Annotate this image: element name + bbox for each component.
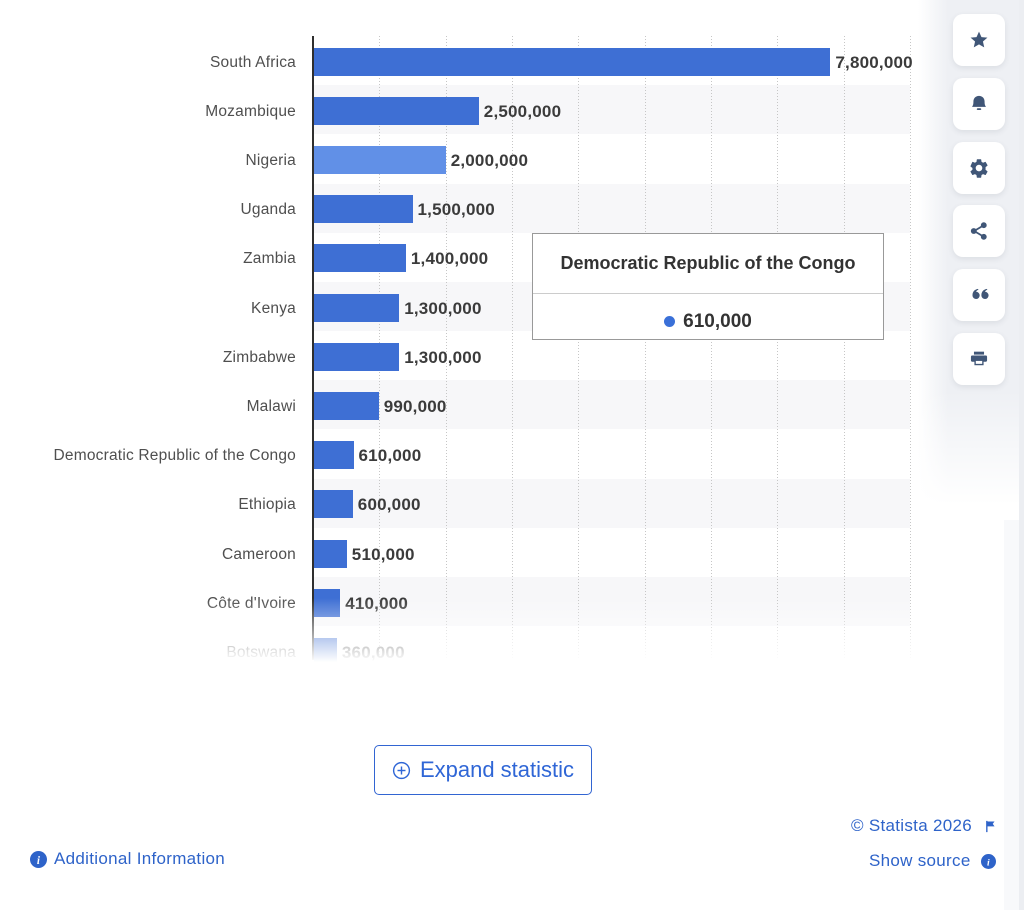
svg-text:i: i	[37, 854, 41, 866]
svg-text:i: i	[987, 857, 990, 868]
